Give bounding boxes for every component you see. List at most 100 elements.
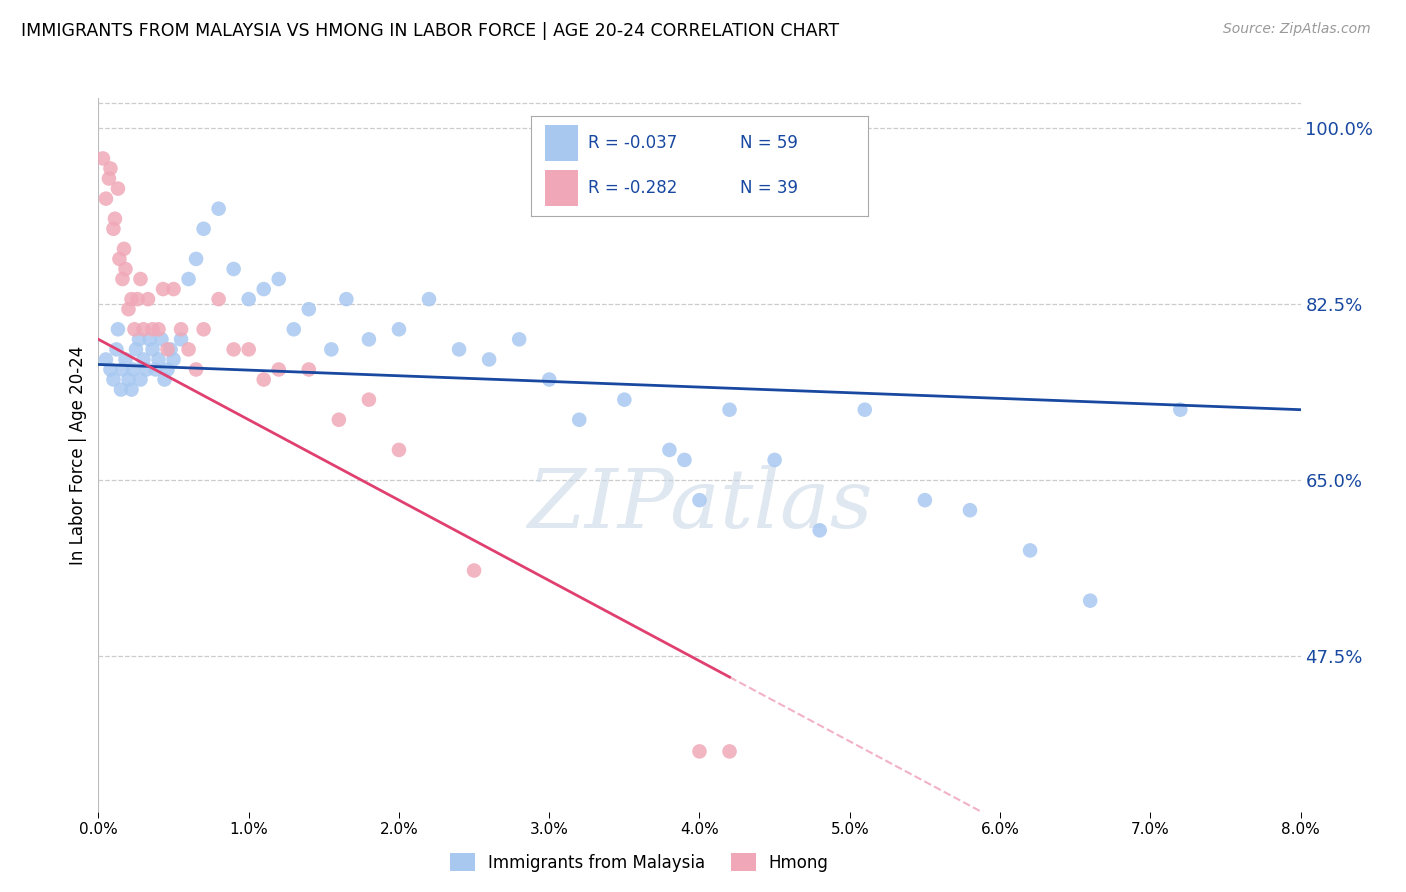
Point (127, 292, 149, 306)
Point (156, 362, 179, 376)
Point (122, 362, 145, 376)
Point (208, 202, 231, 216)
Point (321, 343, 343, 357)
Point (135, 362, 157, 376)
Point (107, 322, 129, 336)
Point (177, 272, 200, 286)
Point (222, 262, 245, 277)
Point (253, 282, 276, 296)
Point (853, 402, 876, 417)
Point (136, 292, 159, 306)
Point (184, 362, 207, 376)
Point (141, 343, 163, 357)
Point (673, 453, 696, 467)
Point (111, 272, 134, 286)
Point (153, 372, 176, 386)
Point (508, 332, 530, 346)
Point (104, 211, 127, 226)
Point (129, 372, 152, 386)
Point (145, 362, 167, 376)
Point (124, 322, 146, 336)
Point (959, 503, 981, 517)
Point (222, 343, 245, 357)
Point (613, 392, 636, 407)
Point (132, 322, 155, 336)
Point (208, 292, 231, 306)
Point (121, 292, 143, 306)
Point (162, 282, 184, 296)
Point (125, 343, 148, 357)
Point (463, 564, 485, 578)
Text: Source: ZipAtlas.com: Source: ZipAtlas.com (1223, 22, 1371, 37)
Point (107, 181, 129, 195)
Point (298, 302, 321, 317)
Point (103, 372, 125, 386)
Point (357, 332, 380, 346)
Point (91, 152, 114, 166)
Point (689, 493, 711, 508)
Point (100, 362, 122, 376)
Point (447, 343, 470, 357)
Point (1170, 402, 1192, 417)
Point (150, 332, 173, 346)
Point (111, 362, 134, 376)
Y-axis label: In Labor Force | Age 20-24: In Labor Force | Age 20-24 (69, 345, 87, 565)
Point (162, 352, 184, 367)
Point (808, 524, 831, 538)
Point (357, 392, 380, 407)
Point (148, 322, 170, 336)
Point (121, 383, 143, 397)
Point (1078, 593, 1101, 607)
Point (132, 352, 155, 367)
Point (328, 413, 350, 427)
Point (914, 493, 936, 508)
Point (170, 332, 193, 346)
Point (298, 362, 321, 376)
Point (253, 372, 276, 386)
Point (114, 262, 136, 277)
Point (156, 343, 179, 357)
Point (177, 343, 200, 357)
Point (267, 272, 290, 286)
Point (108, 252, 131, 266)
Point (94, 352, 117, 367)
Point (478, 352, 501, 367)
Point (238, 343, 260, 357)
Point (110, 383, 132, 397)
Point (238, 292, 260, 306)
Text: ZIPatlas: ZIPatlas (527, 465, 872, 545)
Point (718, 744, 741, 758)
Point (128, 332, 150, 346)
Point (148, 352, 170, 367)
Point (105, 343, 128, 357)
Point (718, 402, 741, 417)
Point (388, 322, 411, 336)
Point (763, 453, 786, 467)
Point (117, 302, 139, 317)
Point (184, 252, 207, 266)
Point (103, 221, 125, 235)
Legend: Immigrants from Malaysia, Hmong: Immigrants from Malaysia, Hmong (443, 847, 835, 879)
Point (568, 413, 591, 427)
Point (159, 343, 181, 357)
Point (114, 352, 136, 367)
Point (418, 292, 440, 306)
Point (388, 442, 411, 457)
Point (100, 161, 122, 176)
Point (658, 442, 681, 457)
Point (117, 372, 139, 386)
Point (267, 362, 290, 376)
Point (112, 242, 135, 256)
Point (193, 221, 215, 235)
Text: IMMIGRANTS FROM MALAYSIA VS HMONG IN LABOR FORCE | AGE 20-24 CORRELATION CHART: IMMIGRANTS FROM MALAYSIA VS HMONG IN LAB… (21, 22, 839, 40)
Point (1019, 543, 1042, 558)
Point (138, 332, 160, 346)
Point (129, 272, 152, 286)
Point (335, 292, 357, 306)
Point (283, 322, 305, 336)
Point (94, 192, 117, 206)
Point (170, 322, 193, 336)
Point (538, 372, 561, 386)
Point (193, 322, 215, 336)
Point (152, 282, 174, 296)
